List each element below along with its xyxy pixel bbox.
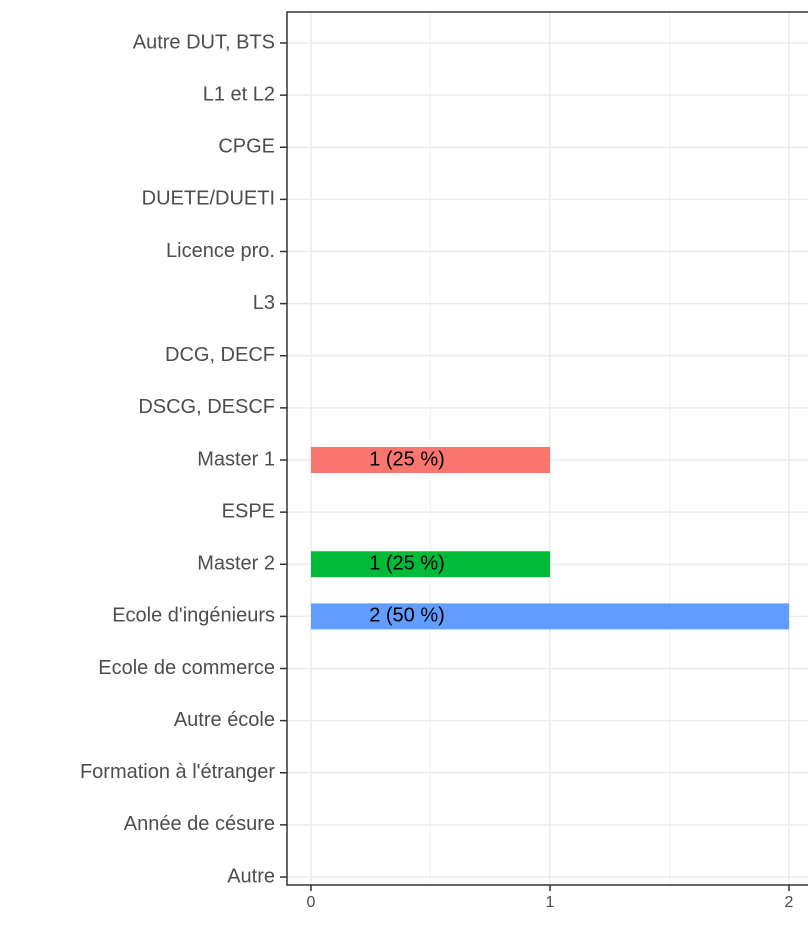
y-tick-label: L3 <box>253 292 275 314</box>
y-tick-label: Formation à l'étranger <box>80 761 275 783</box>
bar <box>311 447 550 473</box>
y-tick-label: CPGE <box>218 136 275 158</box>
bar <box>311 551 550 578</box>
y-tick-label: DUETE/DUETI <box>142 188 275 210</box>
y-tick-label: ESPE <box>222 500 275 522</box>
value-label: 1 (25 %) <box>369 553 445 575</box>
x-tick-label: 2 <box>785 894 794 911</box>
y-tick-label: Autre école <box>174 709 275 731</box>
x-tick-label: 1 <box>546 894 555 911</box>
panel-border <box>286 11 808 886</box>
value-label: 1 (25 %) <box>369 448 445 470</box>
y-tick-label: Autre <box>227 865 275 887</box>
y-tick-label: Ecole de commerce <box>98 657 275 679</box>
y-tick-label: Autre DUT, BTS <box>133 31 275 53</box>
y-tick-label: DCG, DECF <box>165 344 275 366</box>
y-tick-label: Licence pro. <box>166 240 275 262</box>
y-tick-label: L1 et L2 <box>203 83 275 105</box>
x-tick-label: 0 <box>307 894 316 911</box>
bar <box>311 603 789 630</box>
value-label: 2 (50 %) <box>369 605 445 627</box>
y-tick-label: Année de césure <box>124 813 275 835</box>
y-tick-label: Master 2 <box>197 553 275 575</box>
y-tick-label: Ecole d'ingénieurs <box>112 605 275 627</box>
y-tick-label: DSCG, DESCF <box>138 396 275 418</box>
y-tick-label: Master 1 <box>197 448 275 470</box>
